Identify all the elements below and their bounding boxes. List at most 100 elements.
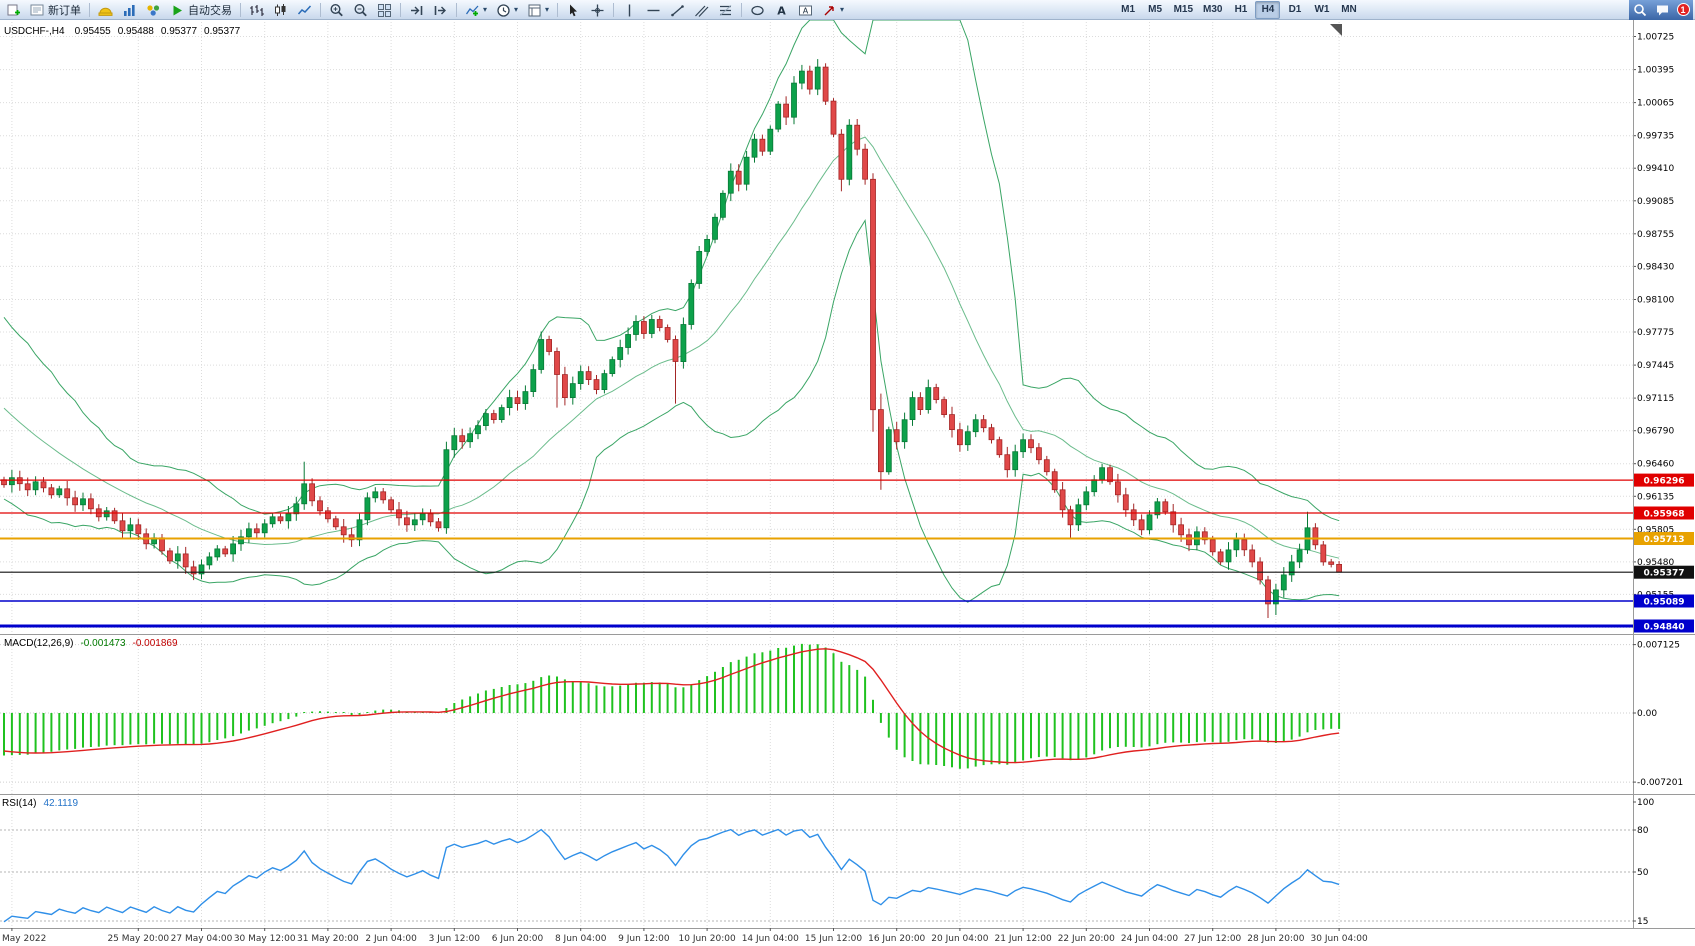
channel-button[interactable]: [690, 1, 713, 19]
toolbar-separator: [320, 2, 321, 17]
zoom-out-button[interactable]: [349, 1, 372, 19]
svg-text:9 Jun 12:00: 9 Jun 12:00: [618, 934, 670, 944]
vertical-line-icon: [628, 4, 631, 16]
timeframe-m30-button[interactable]: M30: [1199, 1, 1226, 19]
close-value: 0.95377: [204, 26, 241, 37]
indicators-button[interactable]: ▾: [461, 1, 491, 19]
metaeditor-button[interactable]: [94, 1, 117, 19]
svg-text:0.00: 0.00: [1637, 709, 1657, 719]
zoom-out-icon: [354, 3, 367, 16]
templates-button[interactable]: ▾: [523, 1, 553, 19]
svg-text:30 Jun 04:00: 30 Jun 04:00: [1311, 934, 1368, 944]
svg-text:15: 15: [1637, 917, 1648, 927]
notification-badge[interactable]: 1: [1676, 3, 1690, 16]
candles-layer[interactable]: [1, 59, 1342, 618]
toolbar-separator: [557, 2, 559, 17]
svg-text:0.98430: 0.98430: [1637, 262, 1674, 272]
crosshair-icon: [591, 4, 604, 16]
horizontal-line-button[interactable]: [642, 1, 665, 19]
crosshair-button[interactable]: [586, 1, 609, 19]
new-chart-button[interactable]: [2, 1, 25, 19]
text-button[interactable]: A: [770, 1, 793, 19]
macd-axis[interactable]: 0.007125 0.00 -0.007201: [0, 641, 1683, 789]
time-axis[interactable]: May 2022 25 May 20:00 27 May 04:00 30 May 1…: [2, 928, 1368, 944]
svg-text:-0.007201: -0.007201: [1637, 778, 1683, 788]
svg-text:0.95480: 0.95480: [1637, 558, 1674, 568]
grid-vertical: [11, 19, 1340, 928]
periods-button[interactable]: ▾: [492, 1, 522, 19]
cursor-button[interactable]: [562, 1, 585, 19]
svg-text:80: 80: [1637, 826, 1649, 836]
svg-text:24 Jun 04:00: 24 Jun 04:00: [1121, 934, 1178, 944]
chat-icon[interactable]: [1655, 3, 1670, 17]
trendline-button[interactable]: [666, 1, 689, 19]
new-chart-icon: [7, 4, 20, 15]
search-icon[interactable]: [1633, 3, 1648, 17]
svg-text:0.96296: 0.96296: [1644, 477, 1685, 487]
bar-chart-button[interactable]: [245, 1, 268, 19]
svg-text:0.96460: 0.96460: [1637, 460, 1674, 470]
svg-text:0.95377: 0.95377: [1644, 569, 1685, 579]
autotrading-button[interactable]: 自动交易: [166, 1, 236, 19]
tile-windows-button[interactable]: [373, 1, 396, 19]
timeframe-w1-button[interactable]: W1: [1309, 1, 1334, 19]
autotrading-play-icon: [173, 5, 182, 15]
autotrading-label: 自动交易: [188, 4, 232, 17]
svg-text:0.99085: 0.99085: [1637, 197, 1674, 207]
macd-signal-value: -0.001869: [132, 638, 178, 649]
svg-text:14 Jun 04:00: 14 Jun 04:00: [742, 934, 799, 944]
line-chart-button[interactable]: [293, 1, 316, 19]
timeframe-h1-button[interactable]: H1: [1228, 1, 1253, 19]
auto-scroll-button[interactable]: [405, 1, 428, 19]
svg-text:16 Jun 20:00: 16 Jun 20:00: [868, 934, 925, 944]
timeframe-d1-button[interactable]: D1: [1282, 1, 1307, 19]
svg-text:20 Jun 04:00: 20 Jun 04:00: [931, 934, 988, 944]
svg-text:0.95089: 0.95089: [1644, 598, 1685, 608]
options-button[interactable]: [142, 1, 165, 19]
pane-separators[interactable]: [0, 19, 1695, 929]
svg-text:100: 100: [1637, 798, 1654, 808]
horizontal-level-lines[interactable]: [0, 479, 1633, 628]
ellipse-icon: [751, 5, 764, 15]
timeframe-mn-button[interactable]: MN: [1336, 1, 1361, 19]
market-watch-button[interactable]: [118, 1, 141, 19]
svg-text:28 Jun 20:00: 28 Jun 20:00: [1247, 934, 1304, 944]
svg-text:0.98100: 0.98100: [1637, 296, 1674, 306]
svg-text:0.99410: 0.99410: [1637, 164, 1674, 174]
timeframe-m15-button[interactable]: M15: [1170, 1, 1197, 19]
timeframe-m5-button[interactable]: M5: [1143, 1, 1168, 19]
label-button[interactable]: A: [794, 1, 817, 19]
zoom-in-icon: [330, 3, 343, 16]
toolbar-separator: [240, 2, 241, 17]
ellipse-button[interactable]: [746, 1, 769, 19]
svg-text:50: 50: [1637, 868, 1649, 878]
candlestick-chart-button[interactable]: [269, 1, 292, 19]
svg-text:1.00395: 1.00395: [1637, 66, 1674, 76]
svg-text:May 2022: May 2022: [2, 934, 46, 944]
new-order-button[interactable]: 新订单: [26, 1, 85, 19]
rsi-readout: RSI(14) 42.1119: [2, 798, 78, 809]
svg-text:0.98755: 0.98755: [1637, 230, 1674, 240]
svg-text:0.95968: 0.95968: [1644, 510, 1685, 520]
dropdown-caret-icon: ▾: [545, 4, 550, 14]
toolbar-separator: [89, 2, 90, 17]
tile-windows-icon: [378, 3, 391, 17]
arrows-button[interactable]: ▾: [818, 1, 848, 19]
timeframe-m1-button[interactable]: M1: [1116, 1, 1141, 19]
options-icon: [147, 4, 160, 16]
vertical-line-button[interactable]: [618, 1, 641, 19]
svg-text:22 Jun 20:00: 22 Jun 20:00: [1058, 934, 1115, 944]
toolbar-separator: [400, 2, 401, 17]
svg-text:0.95713: 0.95713: [1644, 535, 1685, 545]
fibonacci-button[interactable]: [714, 1, 737, 19]
new-order-icon: [30, 4, 44, 15]
chart-shift-button[interactable]: [429, 1, 452, 19]
zoom-in-button[interactable]: [325, 1, 348, 19]
svg-text:1.00065: 1.00065: [1637, 99, 1674, 109]
svg-text:0.97775: 0.97775: [1637, 328, 1674, 338]
timeframe-h4-button[interactable]: H4: [1255, 0, 1281, 19]
rsi-axis[interactable]: 100 80 50 15: [0, 798, 1654, 927]
new-order-label: 新订单: [48, 4, 81, 17]
svg-text:0.96790: 0.96790: [1637, 427, 1674, 437]
